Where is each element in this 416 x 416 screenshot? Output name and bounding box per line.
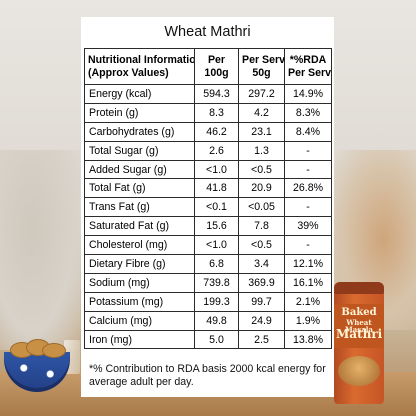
value-per-serve: 99.7 [238, 291, 285, 312]
value-per-100g: 594.3 [194, 84, 239, 104]
table-row: Added Sugar (g) <1.0 <0.5- [84, 159, 332, 180]
header-per-100g-line1: Per [207, 54, 226, 66]
value-per-100g: 2.6 [194, 140, 239, 161]
value-per-100g: 739.8 [194, 272, 239, 293]
background-blur-left [0, 150, 80, 350]
table-row: Cholesterol (mg) <1.0 <0.5- [84, 235, 332, 256]
table-row: Carbohydrates (g) 46.2 23.1 8.4% [84, 121, 332, 142]
nutrient-name: Iron (mg) [84, 329, 195, 350]
nutrient-name: Trans Fat (g) [84, 197, 195, 218]
mathri-piece [42, 343, 66, 358]
nutrient-name: Sodium (mg) [84, 272, 195, 293]
value-per-serve: 4.2 [238, 102, 285, 123]
table-header-row: Nutritional Information (Approx Values) … [84, 48, 332, 85]
value-rda: 8.3% [284, 102, 332, 123]
table-row: Sodium (mg) 739.8 369.9 16.1% [84, 272, 332, 293]
value-per-100g: 41.8 [194, 178, 239, 199]
table-row: Potassium (mg) 199.3 99.7 2.1% [84, 291, 332, 312]
can-label-band [334, 304, 384, 348]
value-per-serve: <0.05 [238, 197, 285, 218]
value-per-serve: <0.5 [238, 235, 285, 256]
value-rda: 39% [284, 216, 332, 237]
value-rda: - [284, 159, 332, 180]
header-per-serve: Per Serve 50g [238, 48, 285, 85]
header-nutrient-line2: (Approx Values) [88, 66, 169, 79]
value-per-100g: <1.0 [194, 235, 239, 256]
nutrient-name: Total Fat (g) [84, 178, 195, 199]
table-row: Trans Fat (g) <0.1 <0.05- [84, 197, 332, 218]
value-per-serve: 2.5 [238, 329, 285, 350]
value-per-serve: 23.1 [238, 121, 285, 142]
header-rda-line2: Per Serve [288, 66, 331, 79]
table-row: Calcium (mg) 49.8 24.9 1.9% [84, 310, 332, 331]
value-rda: 12.1% [284, 254, 332, 274]
nutrient-name: Cholesterol (mg) [84, 235, 195, 256]
table-row: Saturated Fat (g) 15.6 7.8 39% [84, 216, 332, 237]
value-per-serve: <0.5 [238, 159, 285, 180]
value-per-serve: 24.9 [238, 310, 285, 331]
table-row: Iron (mg) 5.0 2.5 13.8% [84, 329, 332, 350]
value-per-serve: 1.3 [238, 140, 285, 161]
can-text-wheat-masala: Wheat Masala [345, 318, 373, 334]
nutrient-name: Saturated Fat (g) [84, 216, 195, 237]
value-per-100g: 8.3 [194, 102, 239, 123]
nutrient-name: Energy (kcal) [84, 84, 195, 104]
nutrition-table: Nutritional Information (Approx Values) … [84, 48, 332, 350]
value-per-serve: 3.4 [238, 254, 285, 274]
nutrient-name: Added Sugar (g) [84, 159, 195, 180]
table-row: Protein (g) 8.3 4.2 8.3% [84, 102, 332, 123]
value-rda: 1.9% [284, 310, 332, 331]
nutrient-name: Potassium (mg) [84, 291, 195, 312]
value-per-serve: 7.8 [238, 216, 285, 237]
value-per-serve: 297.2 [238, 84, 285, 104]
table-row: Total Sugar (g) 2.6 1.3- [84, 140, 332, 161]
table-row: Total Fat (g) 41.8 20.9 26.8% [84, 178, 332, 199]
table-row: Energy (kcal) 594.3 297.2 14.9% [84, 84, 332, 104]
table-row: Dietary Fibre (g) 6.8 3.4 12.1% [84, 254, 332, 274]
can-lid [334, 282, 384, 294]
value-rda: 14.9% [284, 84, 332, 104]
value-rda: 13.8% [284, 329, 332, 350]
value-rda: - [284, 140, 332, 161]
nutrient-name: Carbohydrates (g) [84, 121, 195, 142]
header-nutrient: Nutritional Information (Approx Values) [84, 48, 195, 85]
rda-footnote: *% Contribution to RDA basis 2000 kcal e… [89, 363, 326, 388]
value-per-serve: 369.9 [238, 272, 285, 293]
value-per-100g: 49.8 [194, 310, 239, 331]
value-per-100g: 6.8 [194, 254, 239, 274]
value-per-100g: 199.3 [194, 291, 239, 312]
card-title: Wheat Mathri [164, 24, 251, 40]
can-food-image [338, 356, 380, 386]
header-per-serve-line1: Per Serve [242, 54, 285, 66]
value-rda: 26.8% [284, 178, 332, 199]
header-rda-line1: *%RDA [289, 54, 327, 66]
value-per-100g: <1.0 [194, 159, 239, 180]
nutrient-name: Calcium (mg) [84, 310, 195, 331]
value-per-100g: <0.1 [194, 197, 239, 218]
nutrient-name: Total Sugar (g) [84, 140, 195, 161]
value-rda: - [284, 235, 332, 256]
product-can: Baked Wheat Masala Mathri [334, 282, 384, 404]
header-rda: *%RDA Per Serve [284, 48, 332, 85]
value-per-100g: 46.2 [194, 121, 239, 142]
value-rda: 8.4% [284, 121, 332, 142]
header-per-100g: Per 100g [194, 48, 239, 85]
value-per-100g: 5.0 [194, 329, 239, 350]
nutrient-name: Protein (g) [84, 102, 195, 123]
value-rda: 16.1% [284, 272, 332, 293]
can-text-mathri: Mathri [336, 327, 383, 341]
nutrient-name: Dietary Fibre (g) [84, 254, 195, 274]
value-rda: 2.1% [284, 291, 332, 312]
value-per-serve: 20.9 [238, 178, 285, 199]
header-per-serve-line2: 50g [252, 66, 271, 79]
header-per-100g-line2: 100g [204, 66, 229, 79]
header-nutrient-line1: Nutritional Information [88, 54, 195, 66]
value-rda: - [284, 197, 332, 218]
value-per-100g: 15.6 [194, 216, 239, 237]
nutrition-card: Wheat Mathri Nutritional Information (Ap… [81, 17, 334, 397]
can-text-baked: Baked [341, 307, 377, 318]
